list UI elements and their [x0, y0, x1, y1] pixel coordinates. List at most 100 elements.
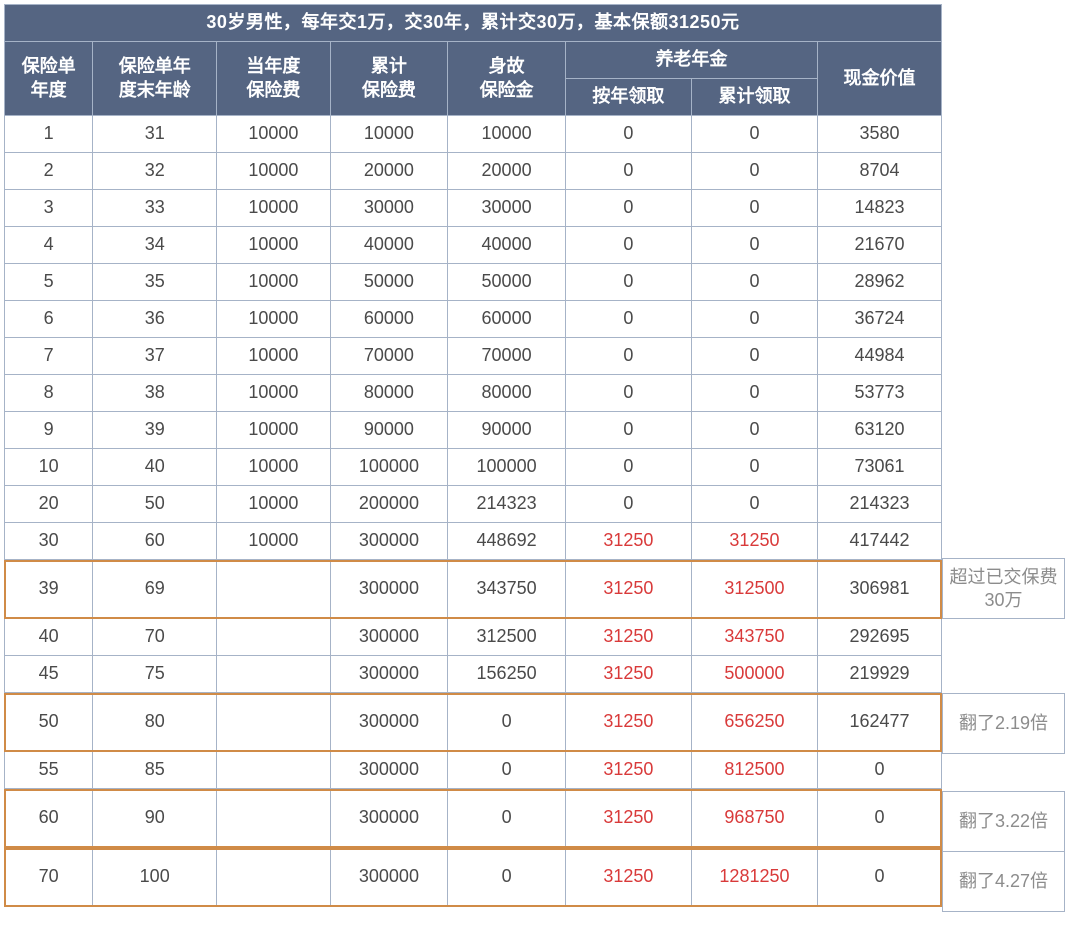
- table-cell: 4: [5, 227, 93, 264]
- note-cell: [943, 656, 1065, 694]
- note-cell: [943, 188, 1065, 225]
- table-cell: 0: [691, 375, 817, 412]
- table-cell: 306981: [817, 560, 941, 619]
- note-cell: [943, 619, 1065, 657]
- table-cell: 2: [5, 153, 93, 190]
- table-cell: 0: [565, 338, 691, 375]
- table-cell: 0: [691, 264, 817, 301]
- table-cell: 10000: [217, 153, 330, 190]
- table-cell: 8704: [817, 153, 941, 190]
- table-cell: 0: [691, 412, 817, 449]
- table-cell: 7: [5, 338, 93, 375]
- table-cell: 812500: [691, 752, 817, 789]
- table-cell: 20000: [330, 153, 448, 190]
- table-cell: 80: [93, 693, 217, 752]
- table-cell: [217, 619, 330, 656]
- note-cell: 翻了4.27倍: [943, 852, 1065, 912]
- table-cell: [217, 848, 330, 907]
- table-cell: 0: [691, 153, 817, 190]
- table-cell: 53773: [817, 375, 941, 412]
- col-header: 当年度保险费: [217, 42, 330, 116]
- table-cell: 0: [691, 190, 817, 227]
- table-cell: 300000: [330, 560, 448, 619]
- table-cell: 14823: [817, 190, 941, 227]
- table-row: 407030000031250031250343750292695: [5, 619, 942, 656]
- table-cell: 300000: [330, 619, 448, 656]
- table-row: 7371000070000700000044984: [5, 338, 942, 375]
- table-cell: 10000: [217, 227, 330, 264]
- col-header-group: 养老年金: [565, 42, 817, 79]
- table-cell: 30000: [448, 190, 566, 227]
- table-cell: [217, 693, 330, 752]
- table-cell: [217, 752, 330, 789]
- table-cell: 0: [691, 301, 817, 338]
- col-header: 身故保险金: [448, 42, 566, 116]
- table-cell: 656250: [691, 693, 817, 752]
- table-cell: 40000: [330, 227, 448, 264]
- table-cell: 10000: [217, 375, 330, 412]
- col-header: 现金价值: [817, 42, 941, 116]
- table-cell: 200000: [330, 486, 448, 523]
- note-cell: [943, 336, 1065, 373]
- table-cell: 40: [5, 619, 93, 656]
- insurance-table: 30岁男性，每年交1万，交30年，累计交30万，基本保额31250元保险单年度保…: [4, 4, 942, 907]
- note-cell: [943, 521, 1065, 559]
- note-cell: 超过已交保费30万: [943, 559, 1065, 619]
- table-cell: 39: [93, 412, 217, 449]
- table-row: 8381000080000800000053773: [5, 375, 942, 412]
- table-cell: 0: [817, 789, 941, 848]
- table-cell: 10000: [217, 190, 330, 227]
- table-cell: 36: [93, 301, 217, 338]
- table-title: 30岁男性，每年交1万，交30年，累计交30万，基本保额31250元: [5, 5, 942, 42]
- table-cell: 31250: [565, 656, 691, 693]
- table-cell: 0: [565, 116, 691, 153]
- col-header: 按年领取: [565, 79, 691, 116]
- note-cell: [943, 151, 1065, 188]
- table-cell: 30: [5, 523, 93, 560]
- table-cell: 300000: [330, 848, 448, 907]
- table-row: 60903000000312509687500: [5, 789, 942, 848]
- table-cell: 10000: [217, 412, 330, 449]
- table-cell: 40: [93, 449, 217, 486]
- table-cell: 44984: [817, 338, 941, 375]
- table-cell: 162477: [817, 693, 941, 752]
- table-cell: 0: [691, 338, 817, 375]
- table-cell: 10000: [217, 449, 330, 486]
- table-cell: 100: [93, 848, 217, 907]
- table-row: 232100002000020000008704: [5, 153, 942, 190]
- table-cell: 0: [817, 848, 941, 907]
- table-row: 6361000060000600000036724: [5, 301, 942, 338]
- table-cell: 10000: [217, 301, 330, 338]
- table-row: 131100001000010000003580: [5, 116, 942, 153]
- table-cell: 80000: [448, 375, 566, 412]
- note-cell: [943, 114, 1065, 151]
- table-cell: [217, 656, 330, 693]
- table-cell: 0: [691, 116, 817, 153]
- table-cell: 0: [565, 301, 691, 338]
- table-cell: 214323: [817, 486, 941, 523]
- table-cell: 0: [691, 486, 817, 523]
- table-cell: 21670: [817, 227, 941, 264]
- table-cell: 80000: [330, 375, 448, 412]
- table-cell: 1281250: [691, 848, 817, 907]
- table-cell: 33: [93, 190, 217, 227]
- table-cell: 312500: [691, 560, 817, 619]
- table-cell: 156250: [448, 656, 566, 693]
- note-cell: [943, 262, 1065, 299]
- table-cell: 3: [5, 190, 93, 227]
- table-cell: 85: [93, 752, 217, 789]
- table-row: 457530000015625031250500000219929: [5, 656, 942, 693]
- insurance-sheet: 30岁男性，每年交1万，交30年，累计交30万，基本保额31250元保险单年度保…: [4, 4, 1065, 912]
- table-cell: 28962: [817, 264, 941, 301]
- table-cell: 31250: [565, 752, 691, 789]
- table-cell: 40000: [448, 227, 566, 264]
- table-cell: 63120: [817, 412, 941, 449]
- table-cell: 0: [565, 449, 691, 486]
- table-cell: 500000: [691, 656, 817, 693]
- note-cell: 翻了3.22倍: [943, 792, 1065, 852]
- table-cell: [217, 560, 330, 619]
- table-cell: 312500: [448, 619, 566, 656]
- table-cell: 0: [565, 412, 691, 449]
- table-cell: 10000: [217, 264, 330, 301]
- table-cell: 8: [5, 375, 93, 412]
